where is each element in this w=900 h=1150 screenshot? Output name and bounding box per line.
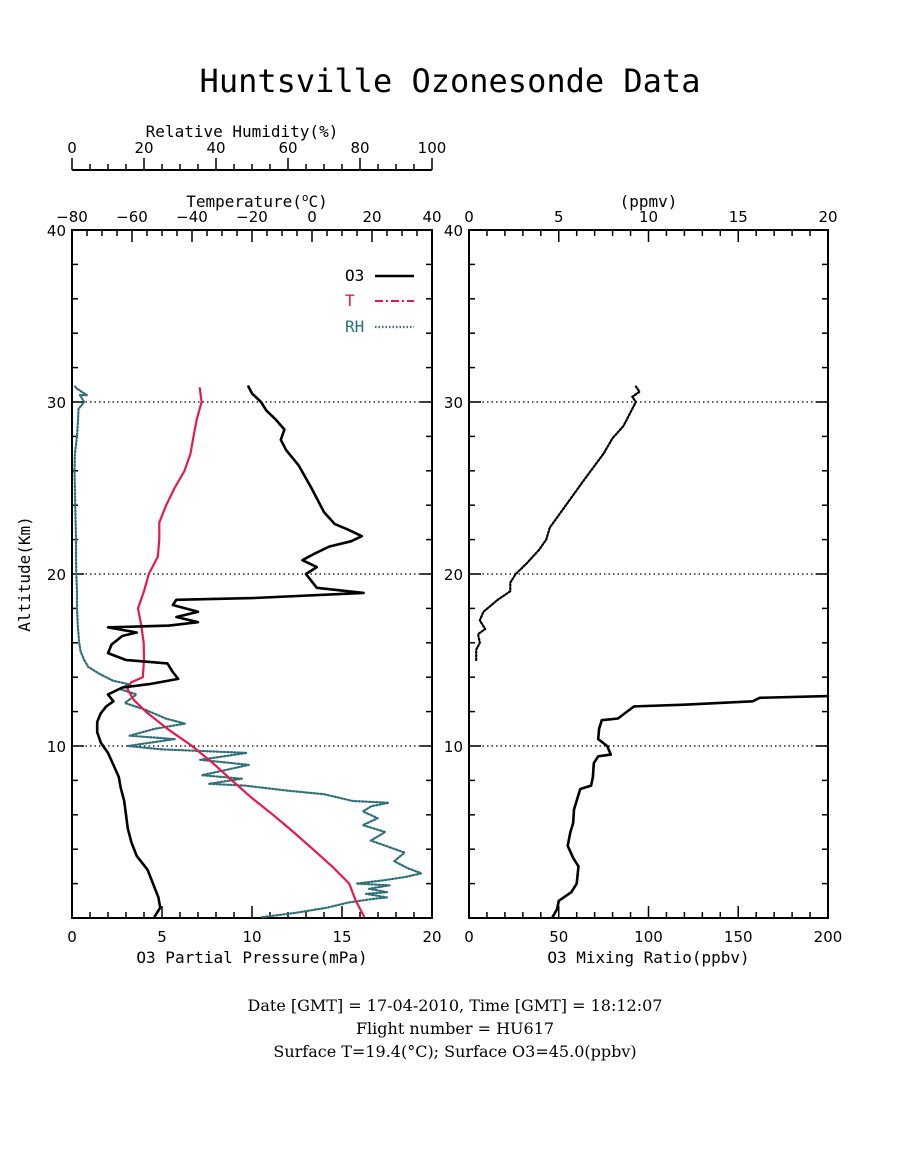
x-tick-label: 20 [818, 208, 837, 226]
x-tick-label: 5 [554, 208, 564, 226]
y-tick-label: 20 [444, 566, 463, 584]
x-tick-label: 0 [464, 208, 474, 226]
legend-o3-label: O3 [345, 266, 364, 285]
x-tick-label: −80 [56, 208, 88, 226]
legend-rh-label: RH [345, 317, 364, 336]
rh-tick-label: 40 [206, 139, 225, 157]
x-tick-label: 50 [549, 928, 568, 946]
x-tick-label: 5 [157, 928, 167, 946]
x-tick-label: 20 [362, 208, 381, 226]
x-tick-label: 0 [307, 208, 317, 226]
x-axis-label-rh: Relative Humidity(%) [146, 122, 339, 141]
x-tick-label: −60 [116, 208, 148, 226]
rh-tick-label: 80 [350, 139, 369, 157]
y-tick-label: 30 [47, 394, 66, 412]
footer-flight-number: Flight number = HU617 [356, 1019, 554, 1038]
left-panel: 10 20 30 40 0 5 10 15 20 −80 −60 −40 −20 0 20 40 O3 Part… [15, 122, 446, 967]
o3-ppmv-series-line [475, 385, 641, 662]
temperature-series-line [126, 387, 365, 918]
x-tick-label: 150 [724, 928, 753, 946]
x-axis-label-temperature: Temperature(oC) [186, 191, 327, 211]
x-tick-label: 200 [814, 928, 843, 946]
x-tick-label: 100 [634, 928, 663, 946]
rh-series-line [73, 383, 423, 919]
x-axis-label-o3-mixing: O3 Mixing Ratio(ppbv) [547, 948, 749, 967]
y-tick-label: 40 [444, 222, 463, 240]
x-tick-label: 40 [422, 208, 441, 226]
x-tick-label: 10 [242, 928, 261, 946]
o3-series-line [95, 385, 365, 918]
footer-surface-values: Surface T=19.4(°C); Surface O3=45.0(ppbv… [273, 1042, 636, 1061]
rh-tick-label: 100 [418, 139, 447, 157]
y-tick-label: 10 [47, 738, 66, 756]
y-axis-label: Altitude(Km) [15, 516, 34, 632]
rh-tick-label: 20 [134, 139, 153, 157]
temperature-label-part: C) [308, 192, 327, 211]
temperature-label-sup: o [302, 191, 309, 204]
x-tick-label: −20 [236, 208, 268, 226]
x-tick-label: 20 [422, 928, 441, 946]
x-tick-label: 15 [332, 928, 351, 946]
y-tick-label: 40 [47, 222, 66, 240]
chart-title: Huntsville Ozonesonde Data [200, 62, 701, 100]
o3-ppbv-series-line [551, 694, 830, 919]
x-tick-label: 10 [639, 208, 658, 226]
x-tick-label: 15 [729, 208, 748, 226]
x-tick-label: 0 [464, 928, 474, 946]
y-tick-label: 30 [444, 394, 463, 412]
footer-date-time: Date [GMT] = 17-04-2010, Time [GMT] = 18… [248, 996, 663, 1015]
y-tick-label: 20 [47, 566, 66, 584]
plot-frame [468, 229, 829, 919]
legend: O3 T RH [345, 266, 414, 336]
rh-tick-label: 0 [67, 139, 77, 157]
x-axis-label-ppmv: (ppmv) [620, 192, 678, 211]
temperature-label-part: Temperature( [186, 192, 302, 211]
x-tick-label: −40 [176, 208, 208, 226]
y-tick-label: 10 [444, 738, 463, 756]
x-axis-label-o3-pressure: O3 Partial Pressure(mPa) [136, 948, 367, 967]
legend-t-label: T [345, 291, 355, 310]
rh-tick-label: 60 [278, 139, 297, 157]
x-tick-label: 0 [67, 928, 77, 946]
